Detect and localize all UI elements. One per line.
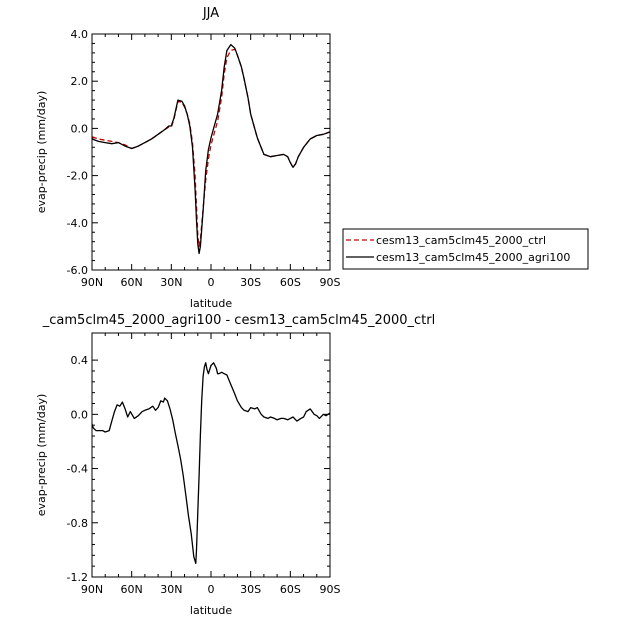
legend-label-agri100: cesm13_cam5clm45_2000_agri100 [376, 251, 570, 264]
top-ticks [91, 33, 331, 271]
top-x-tick-label: 90S [320, 276, 341, 289]
top-y-tick-label: -4.0 [67, 217, 88, 230]
bottom-chart-title: _cam5clm45_2000_agri100 - cesm13_cam5clm… [42, 313, 435, 328]
bottom-plot-frame [91, 332, 331, 578]
top-x-tick-label: 30N [160, 276, 182, 289]
bottom-y-tick-label: 0.0 [71, 408, 89, 421]
bottom-ticks [91, 333, 331, 578]
bottom-x-tick-label: 90S [320, 583, 341, 596]
top-x-axis-title: latitude [190, 297, 232, 310]
bottom-series-group [91, 362, 331, 565]
top-chart-title: JJA [202, 6, 219, 21]
panel-top: JJA -6.0 -4.0 -2.0 0.0 2.0 4.0 90N 60N 30N 0 30S 6… [35, 6, 589, 310]
top-y-tick-label: 2.0 [71, 75, 89, 88]
bottom-y-axis-title: evap-precip (mm/day) [35, 394, 48, 517]
bottom-y-tick-labels: -1.2 -0.8 -0.4 0.0 0.4 [67, 354, 88, 584]
top-x-tick-label: 60S [280, 276, 301, 289]
top-y-tick-label: 0.0 [71, 122, 89, 135]
legend: cesm13_cam5clm45_2000_ctrl cesm13_cam5cl… [342, 228, 589, 270]
top-series-line-0 [91, 48, 331, 248]
bottom-x-tick-label: 90N [81, 583, 103, 596]
top-y-tick-labels: -6.0 -4.0 -2.0 0.0 2.0 4.0 [67, 28, 88, 277]
top-series-line-1 [91, 43, 331, 255]
top-y-axis-title: evap-precip (mm/day) [35, 91, 48, 214]
top-x-tick-labels: 90N 60N 30N 0 30S 60S 90S [81, 276, 341, 289]
top-y-tick-label: -6.0 [67, 264, 88, 277]
bottom-x-axis-title: latitude [190, 604, 232, 617]
bottom-y-tick-label: -0.8 [67, 517, 88, 530]
panel-bottom: _cam5clm45_2000_agri100 - cesm13_cam5clm… [35, 313, 435, 617]
top-x-tick-label: 0 [208, 276, 215, 289]
bottom-x-tick-labels: 90N 60N 30N 0 30S 60S 90S [81, 583, 341, 596]
bottom-y-tick-label: 0.4 [71, 354, 89, 367]
bottom-x-tick-label: 30S [240, 583, 261, 596]
bottom-x-tick-label: 30N [160, 583, 182, 596]
top-x-tick-label: 60N [121, 276, 143, 289]
top-plot-frame [91, 33, 331, 271]
bottom-x-tick-label: 60N [121, 583, 143, 596]
legend-box [342, 228, 589, 270]
legend-label-ctrl: cesm13_cam5clm45_2000_ctrl [376, 234, 546, 247]
top-y-tick-label: 4.0 [71, 28, 89, 41]
bottom-x-tick-label: 0 [208, 583, 215, 596]
top-x-tick-label: 90N [81, 276, 103, 289]
bottom-series-line-0 [91, 362, 331, 565]
bottom-y-tick-label: -0.4 [67, 463, 88, 476]
top-x-tick-label: 30S [240, 276, 261, 289]
top-series-group [91, 43, 331, 255]
top-y-tick-label: -2.0 [67, 170, 88, 183]
bottom-x-tick-label: 60S [280, 583, 301, 596]
bottom-y-tick-label: -1.2 [67, 571, 88, 584]
